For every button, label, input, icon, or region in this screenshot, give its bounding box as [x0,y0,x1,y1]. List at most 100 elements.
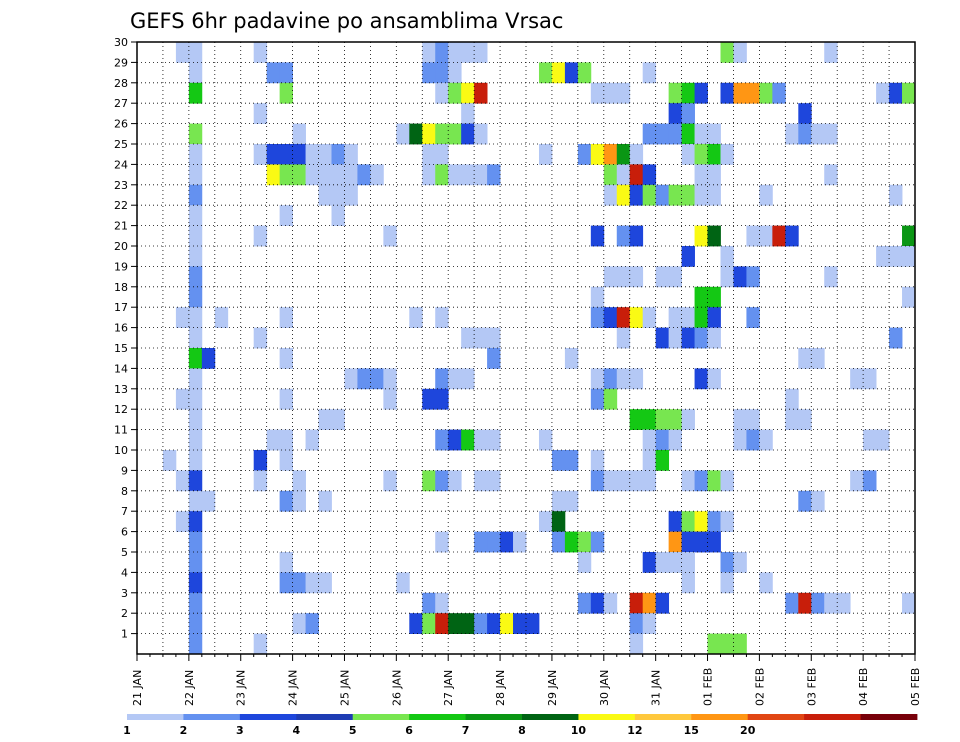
heatmap-cell [616,266,631,288]
heatmap-cell [681,552,695,573]
heatmap-cell [331,164,345,186]
heatmap-cell [798,348,812,369]
x-tick-label: 04 FEB [857,668,870,706]
heatmap-cell [422,613,436,634]
heatmap-cell [811,490,825,512]
heatmap-cell [474,164,488,186]
heatmap-cell [694,470,708,492]
heatmap-cell [422,388,436,410]
heatmap-cell [318,164,332,186]
heatmap-cell [746,409,760,430]
heatmap-cell [383,368,397,390]
heatmap-cell [668,409,682,430]
heatmap-cell [188,123,203,145]
chart-title: GEFS 6hr padavine po ansamblima Vrsac [130,9,563,33]
heatmap-cell [642,613,657,634]
heatmap-cell [487,429,501,451]
heatmap-cell [837,592,851,614]
heatmap-cell [577,144,592,165]
y-tick-label: 11 [114,424,128,437]
heatmap-cell [461,82,475,104]
heatmap-cell [292,470,306,492]
heatmap-cell [590,470,605,492]
heatmap-cell [811,592,825,614]
heatmap-cell [694,164,708,186]
heatmap-cell [461,123,475,145]
x-tick-label: 25 JAN [338,670,351,706]
heatmap-cell [694,184,708,206]
colorbar-label: 3 [236,724,244,737]
heatmap-cell [188,429,203,451]
heatmap-cell [681,103,695,124]
heatmap-cell [396,572,410,594]
heatmap-cell [422,592,436,614]
heatmap-cell [188,266,203,288]
heatmap-cell [603,307,618,328]
heatmap-cell [746,225,760,247]
heatmap-cell [616,144,631,165]
y-tick-label: 22 [114,199,128,212]
x-tick-label: 03 FEB [805,668,818,706]
heatmap-cell [279,388,293,410]
heatmap-cell [759,184,773,206]
heatmap-cell [435,82,449,104]
colorbar-label: 8 [518,724,526,737]
heatmap-cell [902,246,916,267]
colorbar-label: 4 [292,724,300,737]
heatmap-cell [642,409,657,430]
heatmap-cell [188,348,203,369]
colorbar-label: 10 [571,724,587,737]
heatmap-cell [188,531,203,553]
heatmap-cell [824,42,838,63]
y-tick-label: 18 [114,281,128,294]
heatmap-cell [577,531,592,553]
heatmap-cell [564,450,579,471]
heatmap-cell [902,82,916,104]
heatmap-cell [889,184,903,206]
x-tick-label: 01 FEB [702,668,715,706]
heatmap-cell [188,307,203,328]
heatmap-cell [409,123,423,145]
colorbar-swatch [352,714,410,720]
heatmap-cell [253,225,268,247]
heatmap-cell [590,225,605,247]
heatmap-cell [850,368,864,390]
heatmap-cell [175,307,190,328]
heatmap-cell [590,531,605,553]
heatmap-cell [538,144,553,165]
heatmap-cell [668,327,682,349]
colorbar-swatch [465,714,523,720]
y-tick-label: 2 [121,607,128,620]
heatmap-cell [590,450,605,471]
heatmap-cell [318,490,332,512]
heatmap-cell [642,592,657,614]
heatmap-cell [331,184,345,206]
heatmap-cell [253,327,268,349]
colorbar-swatch [296,714,354,720]
heatmap-cell [305,572,319,594]
heatmap-cell [448,368,462,390]
heatmap-cell [318,572,332,594]
heatmap-cell [188,409,203,430]
heatmap-cell [694,144,708,165]
heatmap-cell [188,450,203,471]
heatmap-cell [707,470,721,492]
heatmap-cell [590,368,605,390]
heatmap-cell [655,266,670,288]
heatmap-cell [538,429,553,451]
heatmap-cell [707,225,721,247]
heatmap-cell [318,184,332,206]
heatmap-cell [642,429,657,451]
heatmap-cell [487,348,501,369]
heatmap-cell [487,164,501,186]
x-tick-label: 21 JAN [131,670,144,706]
heatmap-cell [785,123,799,145]
heatmap-cell [461,42,475,63]
heatmap-cell [720,470,734,492]
heatmap-cell [629,368,644,390]
heatmap-cell [162,450,177,471]
x-tick-label: 26 JAN [390,670,403,706]
heatmap-cell [616,82,631,104]
heatmap-cell [279,572,293,594]
